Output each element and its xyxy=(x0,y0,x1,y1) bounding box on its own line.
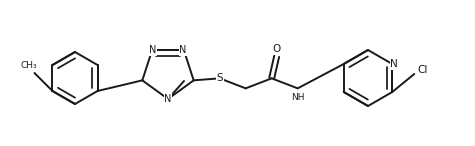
Text: CH₃: CH₃ xyxy=(20,61,37,71)
Text: O: O xyxy=(273,44,281,54)
Text: N: N xyxy=(390,59,398,69)
Text: S: S xyxy=(217,73,223,83)
Text: N: N xyxy=(164,94,171,104)
Text: N: N xyxy=(179,45,187,55)
Text: NH: NH xyxy=(291,93,304,102)
Text: Cl: Cl xyxy=(417,65,428,75)
Text: N: N xyxy=(150,45,157,55)
